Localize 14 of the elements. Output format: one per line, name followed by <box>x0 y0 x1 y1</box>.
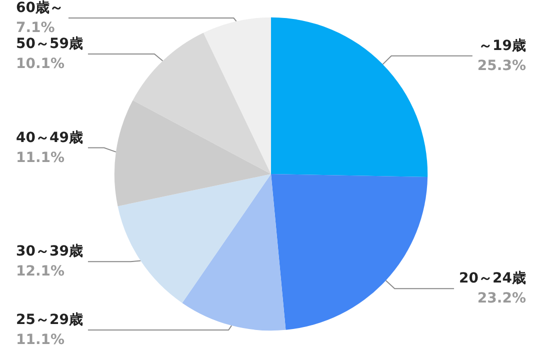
slice-label: 40～49歳 <box>16 130 83 146</box>
slice-label: 60歳～ <box>16 0 64 16</box>
slice-label: 50～59歳 <box>16 36 83 52</box>
slice-label: 30～39歳 <box>16 244 83 260</box>
data-label: 10.1% <box>16 56 65 72</box>
data-label: 7.1% <box>16 20 55 36</box>
slice-label: 20～24歳 <box>459 270 526 287</box>
data-label: 23.2% <box>477 290 526 307</box>
data-label: 11.1% <box>16 332 65 348</box>
data-label: 11.1% <box>16 150 65 166</box>
data-label: 25.3% <box>477 58 526 74</box>
slice-label: 25～29歳 <box>16 312 83 328</box>
slice-label: ～19歳 <box>478 38 526 54</box>
data-label: 12.1% <box>16 264 65 280</box>
